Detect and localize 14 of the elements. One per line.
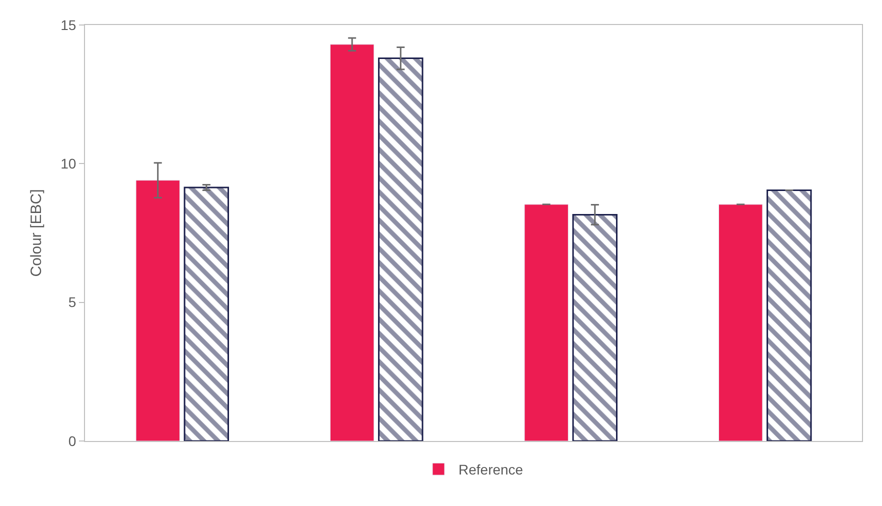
bar: [136, 180, 180, 441]
legend-label: Reference: [458, 462, 524, 478]
y-tick-label: 0: [68, 432, 76, 449]
bar: [378, 58, 424, 441]
y-tick-label: 10: [60, 156, 76, 172]
bar: [330, 44, 374, 441]
bar: [524, 204, 568, 441]
bar: [572, 214, 618, 441]
bar: [766, 190, 812, 441]
bar: [184, 186, 230, 441]
bar: [718, 204, 763, 441]
y-tick-label: 15: [60, 16, 76, 33]
y-tick-label: 5: [68, 294, 76, 310]
y-axis-title: Colour [EBC]: [28, 189, 45, 277]
